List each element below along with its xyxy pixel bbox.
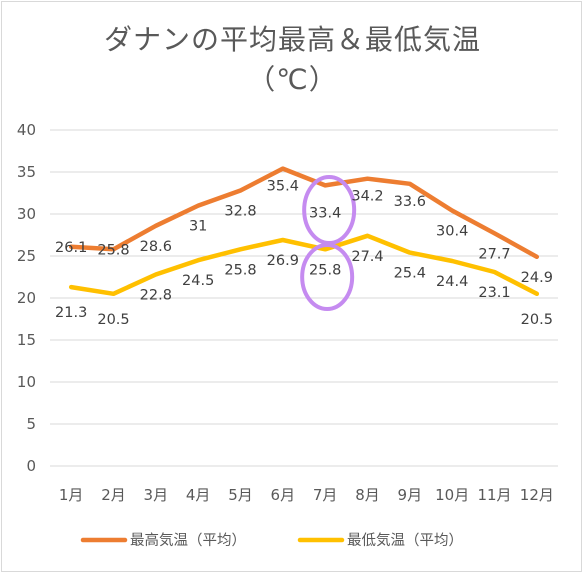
y-tick-label: 0 xyxy=(26,457,36,475)
x-tick-label: 6月 xyxy=(271,486,296,504)
data-label: 26.9 xyxy=(267,253,299,269)
x-tick-label: 10月 xyxy=(435,486,469,504)
x-tick-label: 12月 xyxy=(520,486,554,504)
y-tick-label: 35 xyxy=(17,163,36,181)
data-label: 25.4 xyxy=(394,266,426,282)
chart-title: ダナンの平均最高＆最低気温 （℃） xyxy=(0,20,585,100)
x-tick-label: 5月 xyxy=(228,486,253,504)
data-label: 22.8 xyxy=(140,287,172,303)
data-label: 25.8 xyxy=(224,262,256,278)
y-tick-label: 30 xyxy=(17,205,36,223)
data-label: 26.1 xyxy=(55,240,87,256)
data-label: 27.4 xyxy=(351,249,383,265)
chart-title-line2: （℃） xyxy=(247,63,338,96)
x-tick-label: 11月 xyxy=(477,486,511,504)
data-label: 33.6 xyxy=(394,194,426,210)
data-label: 27.7 xyxy=(478,246,510,262)
legend-label: 最低気温（平均） xyxy=(347,532,463,549)
data-label: 20.5 xyxy=(97,312,129,328)
data-label: 30.4 xyxy=(436,224,468,240)
data-label: 32.8 xyxy=(224,203,256,219)
data-label: 24.5 xyxy=(182,273,214,289)
y-tick-label: 40 xyxy=(17,121,36,139)
data-label: 25.8 xyxy=(97,242,129,258)
legend-label: 最高気温（平均） xyxy=(130,532,246,549)
x-tick-label: 7月 xyxy=(313,486,338,504)
data-label: 23.1 xyxy=(478,285,510,301)
x-tick-label: 9月 xyxy=(398,486,423,504)
x-tick-label: 1月 xyxy=(59,486,84,504)
y-tick-label: 5 xyxy=(26,415,36,433)
data-label: 28.6 xyxy=(140,239,172,255)
y-tick-label: 20 xyxy=(17,289,36,307)
series-line-max-temp xyxy=(68,166,540,260)
x-tick-label: 4月 xyxy=(186,486,211,504)
y-tick-label: 10 xyxy=(17,373,36,391)
x-tick-label: 2月 xyxy=(101,486,126,504)
data-label: 35.4 xyxy=(267,179,299,195)
series-line-min-temp xyxy=(68,233,540,297)
data-label: 33.4 xyxy=(309,205,341,221)
data-label: 31 xyxy=(189,219,207,235)
chart-title-line1: ダナンの平均最高＆最低気温 xyxy=(103,23,481,56)
data-label: 24.9 xyxy=(521,270,553,286)
y-tick-label: 25 xyxy=(17,247,36,265)
highlight-circle xyxy=(302,175,357,245)
highlight-circle xyxy=(300,243,355,311)
y-tick-label: 15 xyxy=(17,331,36,349)
data-label: 24.4 xyxy=(436,274,468,290)
x-tick-label: 8月 xyxy=(355,486,380,504)
data-label: 34.2 xyxy=(351,189,383,205)
data-label: 25.8 xyxy=(309,262,341,278)
data-label: 21.3 xyxy=(55,305,87,321)
x-tick-label: 3月 xyxy=(144,486,169,504)
data-label: 20.5 xyxy=(521,312,553,328)
